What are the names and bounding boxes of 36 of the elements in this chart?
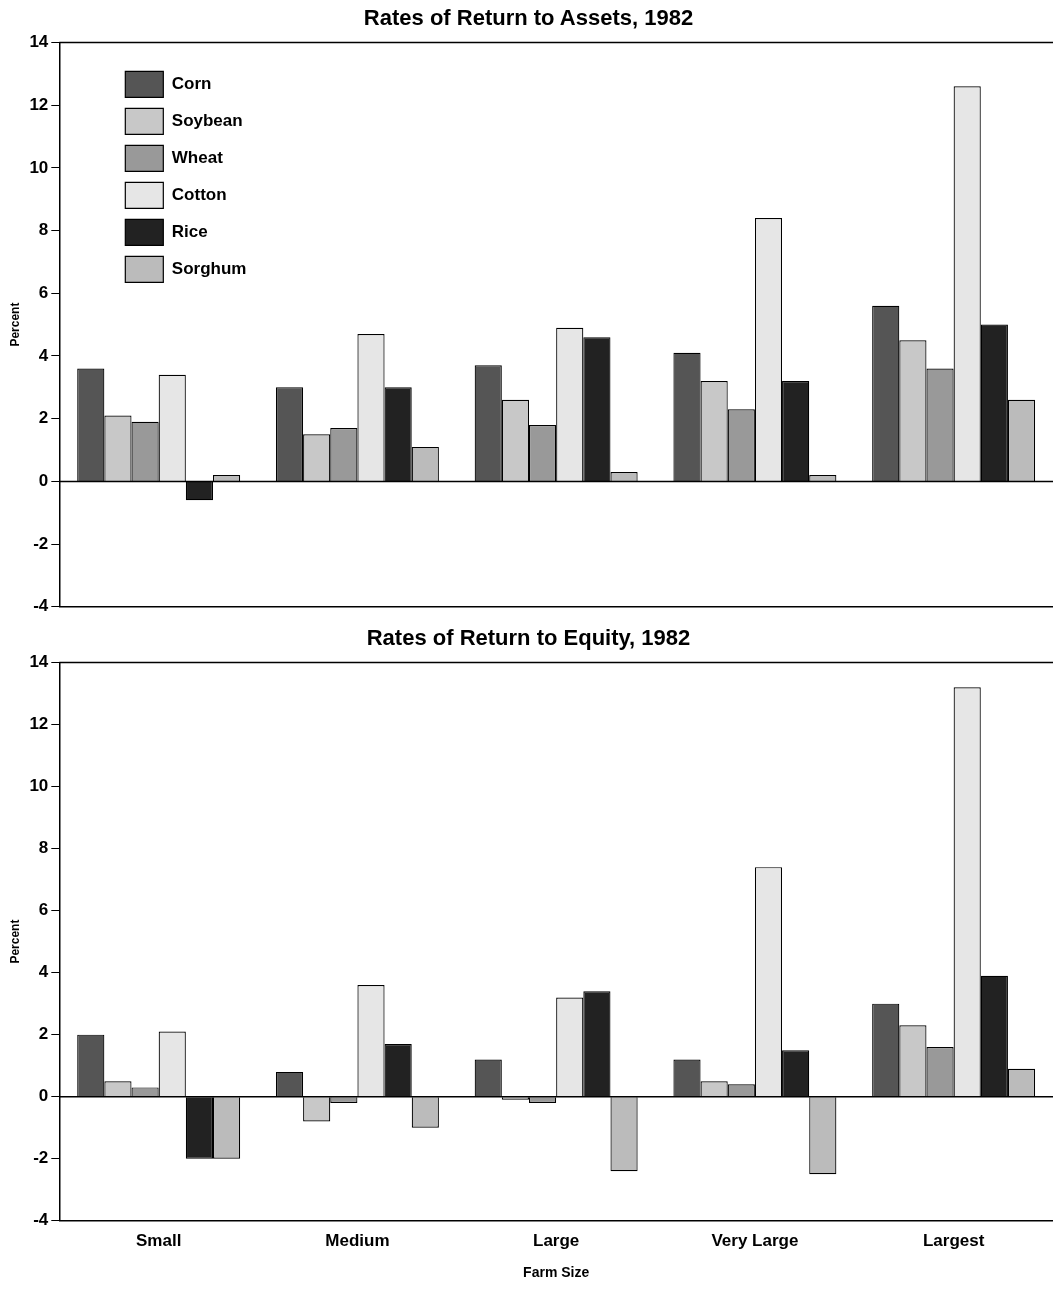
y-tick-label: 14 (29, 32, 49, 52)
y-tick-label: 0 (38, 1086, 49, 1106)
y-tick-label: 2 (38, 1024, 49, 1044)
x-tick-label: Small (136, 1230, 182, 1250)
chart-title: Rates of Return to Assets, 1982 (363, 5, 694, 31)
y-tick-label: 12 (29, 714, 49, 734)
x-tick-label: Very Large (711, 1230, 799, 1250)
legend-label: Soybean (171, 111, 243, 131)
y-tick-label: 2 (38, 408, 49, 428)
legend-label: Sorghum (171, 259, 247, 279)
y-tick-label: 6 (38, 900, 49, 920)
y-tick-label: 8 (38, 220, 49, 240)
chart-title: Rates of Return to Equity, 1982 (366, 625, 691, 651)
y-tick-label: 0 (38, 471, 49, 491)
legend-label: Wheat (171, 148, 224, 168)
y-tick-label: 4 (38, 962, 49, 982)
legend-label: Corn (171, 74, 212, 94)
y-axis-title: Percent (7, 302, 22, 347)
y-tick-label: -4 (33, 596, 49, 616)
y-tick-label: -4 (33, 1210, 49, 1230)
y-tick-label: 4 (38, 345, 49, 365)
legend-label: Cotton (171, 185, 227, 205)
y-tick-label: 8 (38, 838, 49, 858)
y-tick-label: 6 (38, 282, 49, 302)
y-tick-label: 10 (29, 776, 49, 796)
x-tick-label: Medium (325, 1230, 390, 1250)
y-tick-label: -2 (33, 1148, 49, 1168)
x-tick-label: Largest (922, 1230, 985, 1250)
y-tick-label: 10 (29, 157, 49, 177)
legend-label: Rice (171, 222, 208, 242)
y-tick-label: 14 (29, 652, 49, 672)
y-tick-label: 12 (29, 94, 49, 114)
x-tick-label: Large (533, 1230, 580, 1250)
x-axis-title: Farm Size (523, 1264, 590, 1281)
y-axis-title: Percent (7, 919, 22, 964)
y-tick-label: -2 (33, 533, 49, 553)
